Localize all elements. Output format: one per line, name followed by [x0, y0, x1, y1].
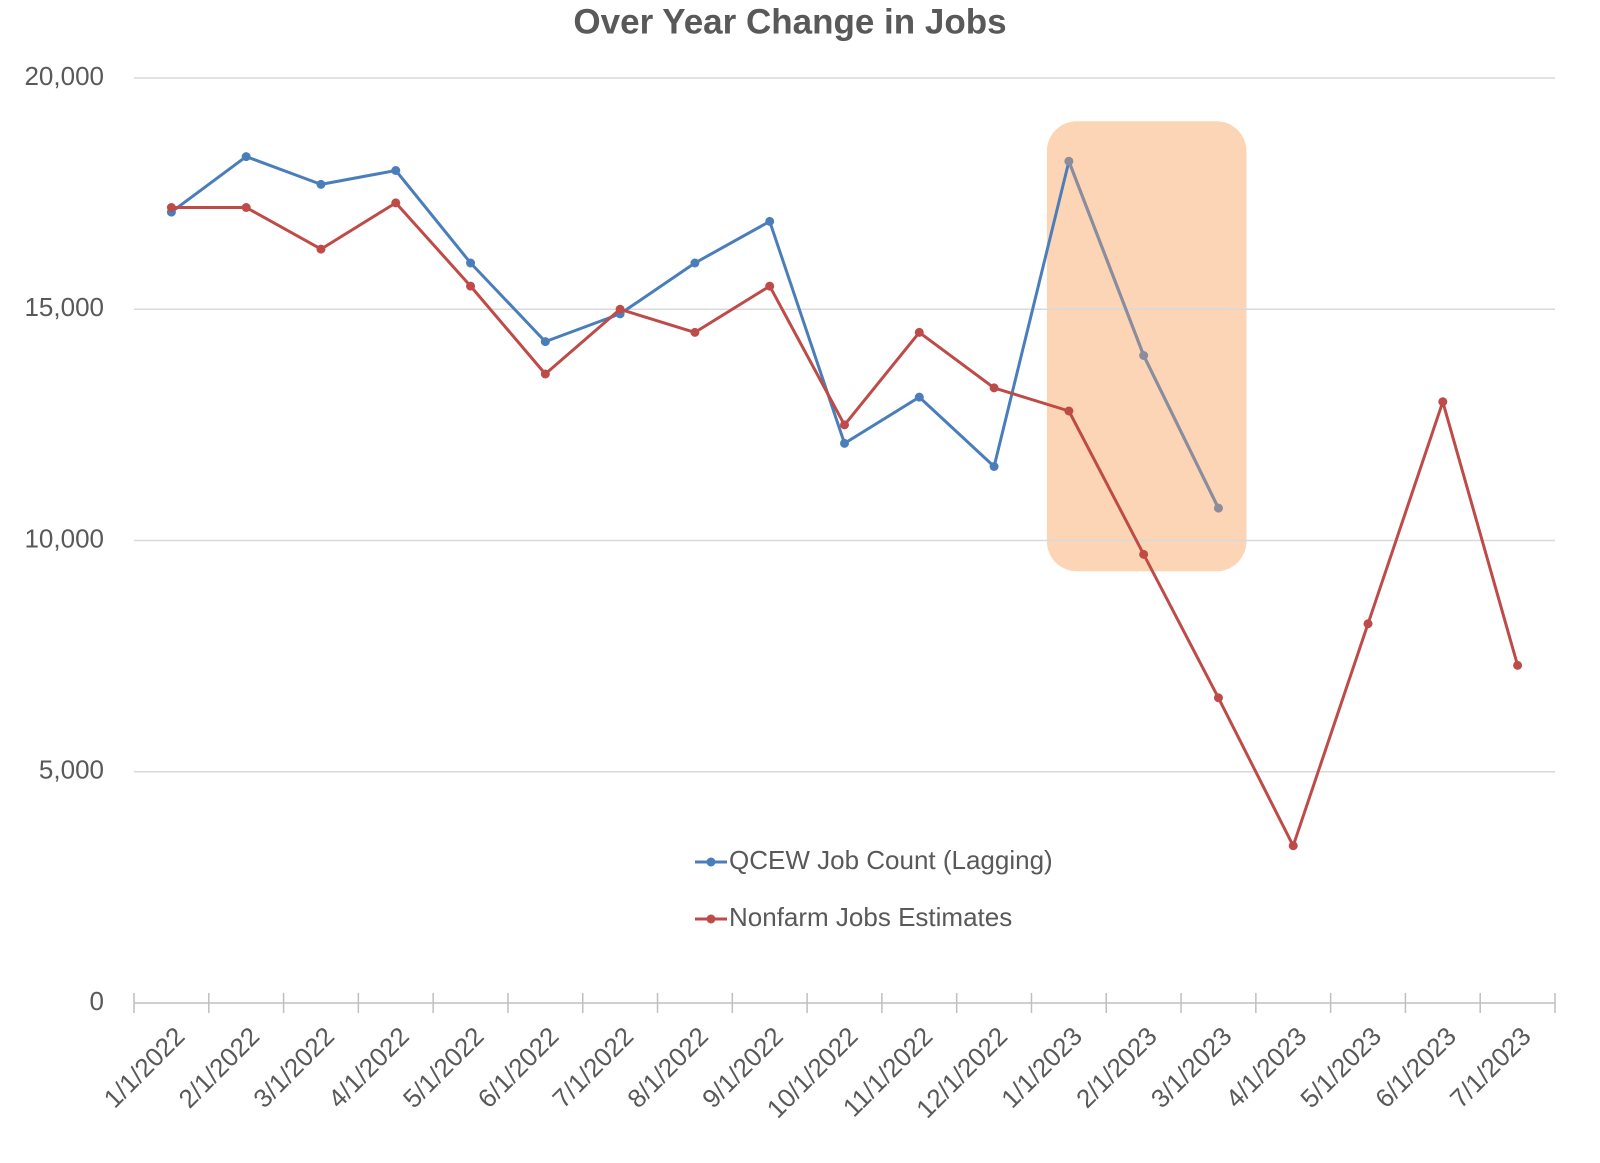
- y-tick-label: 0: [90, 986, 104, 1016]
- highlight-segment: [1142, 354, 1220, 509]
- data-point: [1064, 156, 1074, 166]
- data-point: [316, 244, 326, 254]
- x-tick-label: 2/1/2023: [1070, 1021, 1163, 1114]
- y-tick-label: 20,000: [24, 61, 104, 91]
- data-point: [166, 203, 176, 212]
- x-tick-label: 5/1/2023: [1294, 1021, 1387, 1114]
- data-point: [391, 198, 401, 208]
- x-tick-label: 3/1/2022: [247, 1021, 340, 1114]
- highlight-segment: [1067, 160, 1146, 357]
- data-point: [1363, 619, 1373, 629]
- x-tick-label: 4/1/2023: [1220, 1021, 1313, 1114]
- x-tick-label: 7/1/2022: [546, 1021, 639, 1114]
- data-point: [765, 216, 775, 226]
- data-point: [241, 152, 251, 162]
- data-point: [316, 179, 326, 189]
- x-tick-label: 2/1/2022: [173, 1021, 266, 1114]
- data-point: [540, 337, 550, 347]
- data-point: [1438, 397, 1448, 407]
- data-point: [466, 258, 476, 268]
- x-tick-label: 1/1/2023: [995, 1021, 1088, 1114]
- data-point: [1213, 503, 1223, 513]
- data-point: [989, 462, 999, 471]
- data-point: [840, 420, 849, 430]
- data-point: [690, 327, 700, 337]
- x-tick-label: 8/1/2022: [621, 1021, 714, 1114]
- y-tick-label: 10,000: [24, 523, 104, 553]
- data-point: [391, 166, 401, 175]
- y-tick-label: 5,000: [39, 755, 104, 785]
- data-point: [615, 304, 625, 314]
- data-point: [1288, 841, 1298, 851]
- data-point: [1513, 660, 1523, 670]
- chart-title: Over Year Change in Jobs: [573, 2, 1006, 41]
- x-tick-label: 5/1/2022: [397, 1021, 490, 1114]
- data-point: [1213, 693, 1223, 703]
- legend-label: QCEW Job Count (Lagging): [729, 845, 1053, 875]
- data-point: [914, 327, 924, 337]
- data-point: [840, 438, 849, 448]
- data-point: [914, 392, 924, 402]
- data-point: [765, 281, 775, 291]
- data-point: [1139, 351, 1149, 360]
- data-point: [1064, 406, 1074, 416]
- series-line: [171, 201, 1520, 848]
- y-tick-label: 15,000: [24, 292, 104, 322]
- x-tick-label: 1/1/2022: [98, 1021, 191, 1114]
- x-tick-label: 6/1/2022: [472, 1021, 565, 1114]
- data-point: [1139, 549, 1149, 559]
- data-point: [690, 258, 700, 268]
- legend-label: Nonfarm Jobs Estimates: [729, 902, 1012, 932]
- data-point: [540, 369, 550, 379]
- legend-marker: [706, 857, 716, 867]
- x-tick-label: 6/1/2023: [1369, 1021, 1462, 1114]
- x-tick-label: 4/1/2022: [322, 1021, 415, 1114]
- legend-marker: [706, 914, 716, 924]
- data-point: [466, 281, 476, 291]
- data-point: [989, 383, 999, 393]
- data-point: [241, 203, 251, 212]
- x-tick-label: 7/1/2023: [1444, 1021, 1537, 1114]
- x-tick-label: 3/1/2023: [1145, 1021, 1238, 1114]
